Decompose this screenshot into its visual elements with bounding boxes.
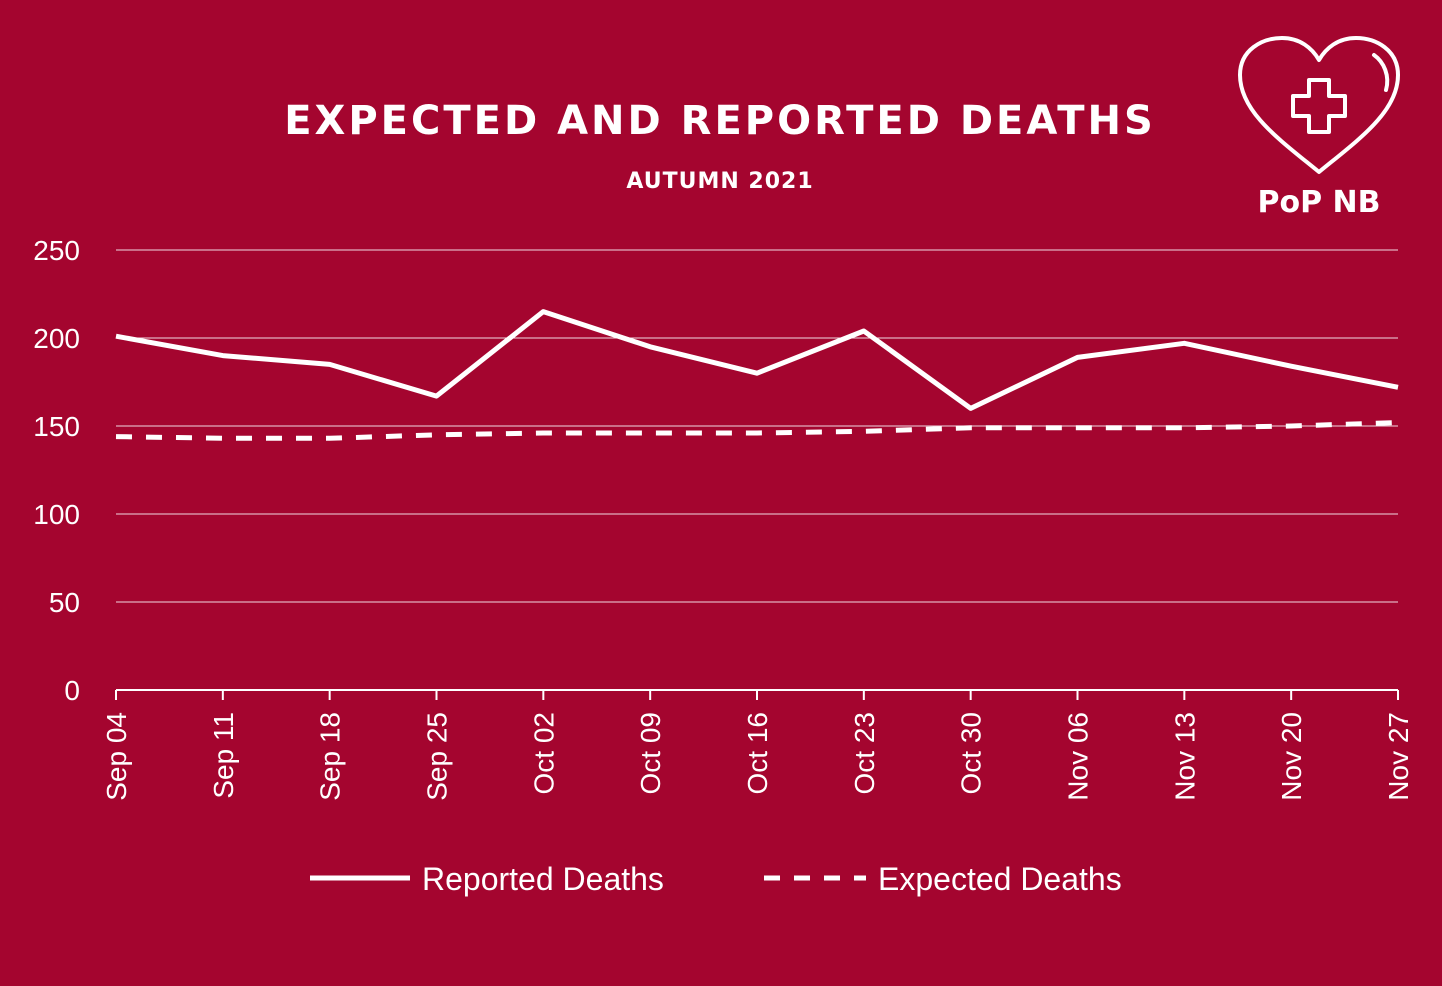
x-tick-label: Sep 11 xyxy=(208,712,239,799)
chart-title: EXPECTED AND REPORTED DEATHS xyxy=(284,98,1156,144)
legend-label-expected-deaths: Expected Deaths xyxy=(878,861,1122,897)
series-line-expected-deaths xyxy=(115,420,1399,441)
x-tick-label: Sep 25 xyxy=(422,712,453,801)
y-tick-label: 50 xyxy=(49,587,80,618)
x-tick-label: Oct 23 xyxy=(849,712,880,794)
x-tick-label: Oct 30 xyxy=(956,712,987,794)
x-tick-label: Oct 02 xyxy=(528,712,559,794)
x-tick-label: Sep 18 xyxy=(315,712,346,801)
legend-label-reported-deaths: Reported Deaths xyxy=(422,861,664,897)
logo: PoP NB xyxy=(1238,36,1400,220)
x-axis: Sep 04 Sep 11 Sep 18 Sep 25 Oct 02 Oct 09 Oct … xyxy=(101,689,1414,801)
x-tick-label: Nov 27 xyxy=(1383,712,1414,801)
x-tick-label: Oct 16 xyxy=(742,712,773,794)
y-axis-ticks: 0 50 100 150 200 250 xyxy=(33,235,80,706)
chart-subtitle: AUTUMN 2021 xyxy=(626,169,813,194)
legend: Reported Deaths Expected Deaths xyxy=(310,861,1122,897)
logo-text: PoP NB xyxy=(1257,185,1380,220)
y-tick-label: 100 xyxy=(33,499,80,530)
heart-cross-icon xyxy=(1238,36,1400,174)
x-tick-label: Oct 09 xyxy=(635,712,666,794)
y-tick-label: 150 xyxy=(33,411,80,442)
x-tick-label: Nov 20 xyxy=(1276,712,1307,801)
y-tick-label: 0 xyxy=(64,675,80,706)
gridlines xyxy=(116,249,1398,603)
x-tick-label: Nov 06 xyxy=(1063,712,1094,801)
x-tick-label: Nov 13 xyxy=(1169,712,1200,801)
series xyxy=(115,309,1399,441)
x-tick-label: Sep 04 xyxy=(101,712,132,801)
series-line-reported-deaths xyxy=(115,309,1399,411)
y-tick-label: 200 xyxy=(33,323,80,354)
y-tick-label: 250 xyxy=(33,235,80,266)
